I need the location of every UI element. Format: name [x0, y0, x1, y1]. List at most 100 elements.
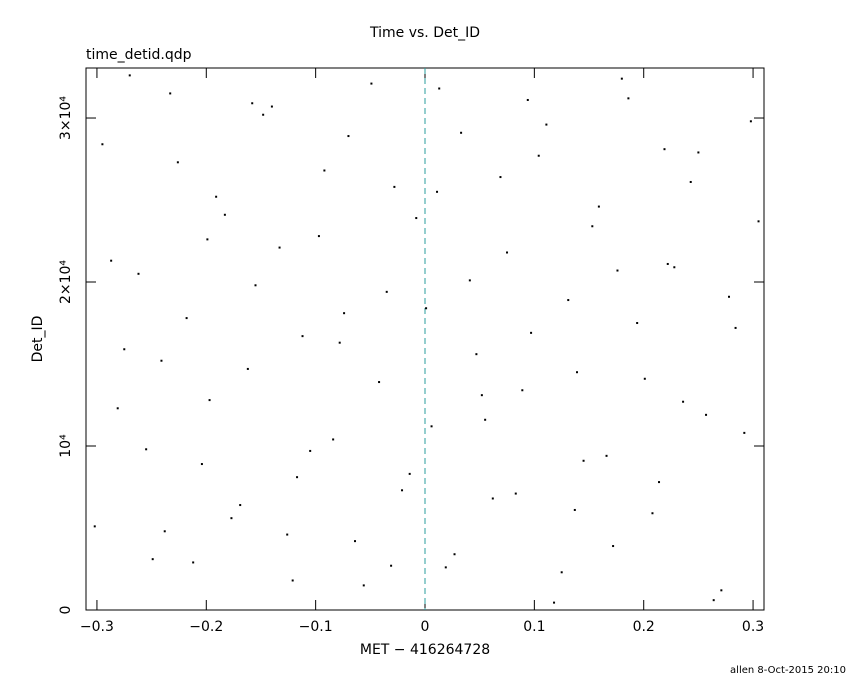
- point: [560, 571, 563, 574]
- point: [301, 335, 304, 338]
- point: [620, 77, 623, 80]
- point: [185, 317, 188, 320]
- point: [270, 105, 273, 108]
- point: [468, 279, 471, 282]
- point: [206, 238, 209, 241]
- point: [137, 272, 140, 275]
- point: [591, 225, 594, 228]
- point: [296, 476, 299, 479]
- x-tick-label: −0.3: [80, 619, 114, 635]
- point: [317, 235, 320, 238]
- point: [720, 589, 723, 592]
- point: [651, 512, 654, 515]
- point: [749, 120, 752, 123]
- point: [480, 394, 483, 397]
- point: [291, 579, 294, 582]
- point: [576, 371, 579, 374]
- point: [254, 284, 257, 287]
- point: [338, 341, 341, 344]
- point: [110, 259, 113, 262]
- point: [145, 448, 148, 451]
- chart-title: Time vs. Det_ID: [369, 25, 480, 41]
- x-tick-label: 0.3: [742, 619, 764, 635]
- point: [401, 489, 404, 492]
- point: [93, 525, 96, 528]
- point: [757, 220, 760, 223]
- point: [643, 377, 646, 380]
- point: [605, 454, 608, 457]
- point: [343, 312, 346, 315]
- point: [658, 481, 661, 484]
- point: [475, 353, 478, 356]
- point: [673, 266, 676, 269]
- point: [682, 400, 685, 403]
- x-tick-label: −0.2: [189, 619, 223, 635]
- point: [415, 217, 418, 220]
- point: [163, 530, 166, 533]
- point: [430, 425, 433, 428]
- point: [215, 195, 218, 198]
- point: [436, 190, 439, 193]
- point: [597, 205, 600, 208]
- point: [239, 504, 242, 507]
- point: [128, 74, 131, 77]
- x-tick-label: −0.1: [299, 619, 333, 635]
- y-tick-label: 2×10⁴: [58, 260, 74, 304]
- point: [460, 131, 463, 134]
- point: [286, 533, 289, 536]
- point: [323, 169, 326, 172]
- point: [101, 143, 104, 146]
- point: [438, 87, 441, 90]
- point: [743, 431, 746, 434]
- y-tick-label: 10⁴: [58, 434, 74, 458]
- point: [192, 561, 195, 564]
- point: [408, 472, 411, 475]
- point: [663, 148, 666, 151]
- point: [499, 176, 502, 179]
- point: [200, 463, 203, 466]
- point: [393, 185, 396, 188]
- point: [453, 553, 456, 556]
- point: [332, 438, 335, 441]
- point: [728, 295, 731, 298]
- point: [370, 82, 373, 85]
- point: [208, 399, 211, 402]
- point: [612, 545, 615, 548]
- point: [123, 348, 126, 351]
- point: [309, 449, 312, 452]
- x-axis-label: MET − 416264728: [360, 642, 490, 658]
- point: [697, 151, 700, 154]
- point: [530, 331, 533, 334]
- y-tick-label: 3×10⁴: [58, 96, 74, 140]
- chart-subtitle: time_detid.qdp: [86, 47, 192, 63]
- point: [385, 290, 388, 293]
- point: [251, 102, 254, 105]
- point: [362, 584, 365, 587]
- point: [526, 98, 529, 101]
- point: [567, 299, 570, 302]
- x-tick-label: 0.1: [523, 619, 545, 635]
- point: [491, 497, 494, 500]
- point: [712, 599, 715, 602]
- point: [116, 407, 119, 410]
- point: [484, 418, 487, 421]
- x-tick-label: 0: [421, 619, 430, 635]
- point: [176, 161, 179, 164]
- x-tick-label: 0.2: [633, 619, 655, 635]
- point: [636, 322, 639, 325]
- point: [521, 389, 524, 392]
- point: [390, 564, 393, 567]
- point: [425, 307, 428, 310]
- point: [545, 123, 548, 126]
- point: [582, 459, 585, 462]
- point: [246, 367, 249, 370]
- footer: allen 8-Oct-2015 20:10: [730, 665, 846, 676]
- point: [573, 508, 576, 511]
- point: [223, 213, 226, 216]
- point: [537, 154, 540, 157]
- point: [689, 180, 692, 183]
- y-tick-label: 0: [58, 606, 74, 615]
- point: [627, 97, 630, 100]
- point: [160, 359, 163, 362]
